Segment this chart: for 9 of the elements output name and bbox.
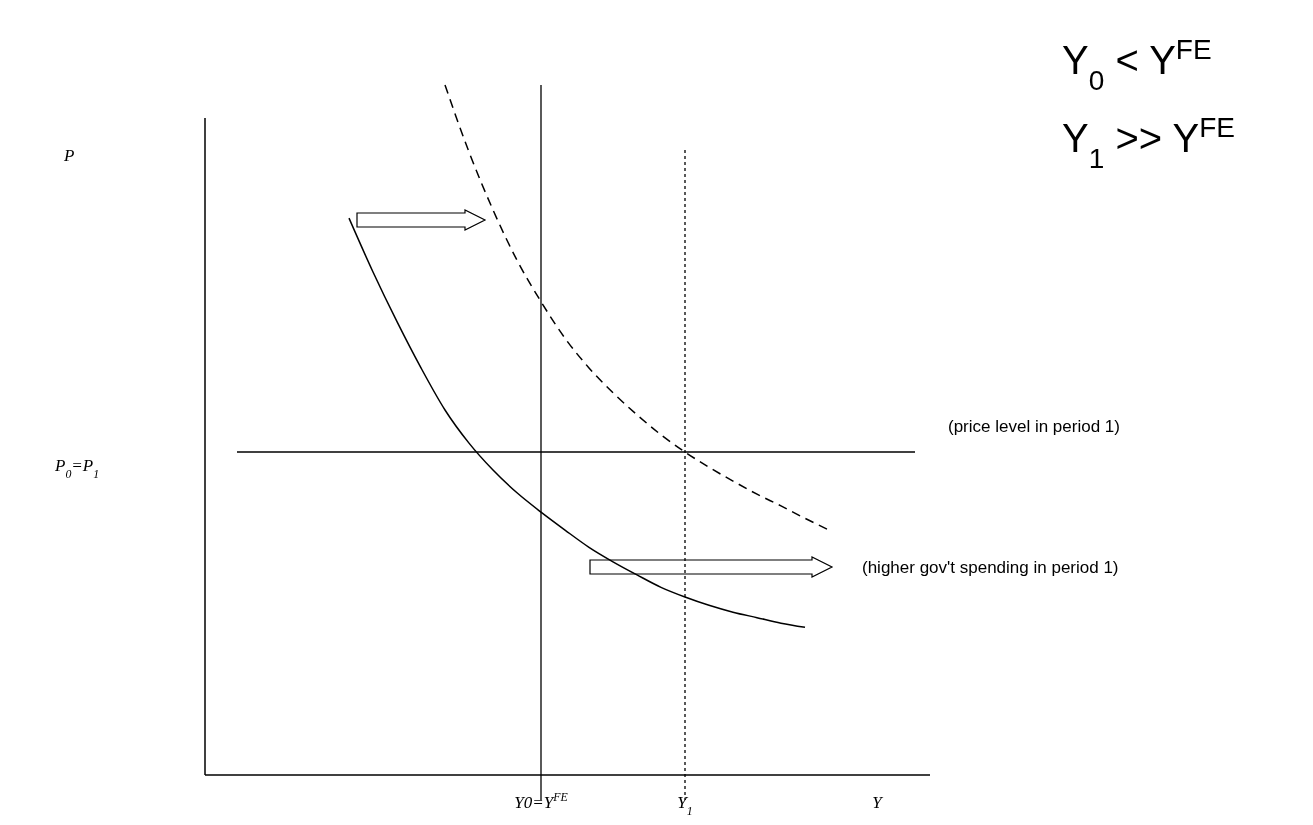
annotation: (higher gov't spending in period 1) [862, 557, 1119, 577]
text: Y$_{0}$ < Y$^{FE}$ [1062, 33, 1212, 96]
x-tick-label: Y0=Y$^{FE}$ [514, 790, 569, 812]
x-tick-label: Y [872, 793, 884, 812]
text: P$_{0}$=P$_{1}$ [54, 455, 100, 481]
ref-line-label: (price level in period 1) [948, 417, 1120, 437]
text: Y$_{1}$ >> Y$^{FE}$ [1062, 111, 1235, 174]
text: P [63, 145, 75, 165]
x-tick-label: Y$_{1}$ [677, 793, 693, 818]
